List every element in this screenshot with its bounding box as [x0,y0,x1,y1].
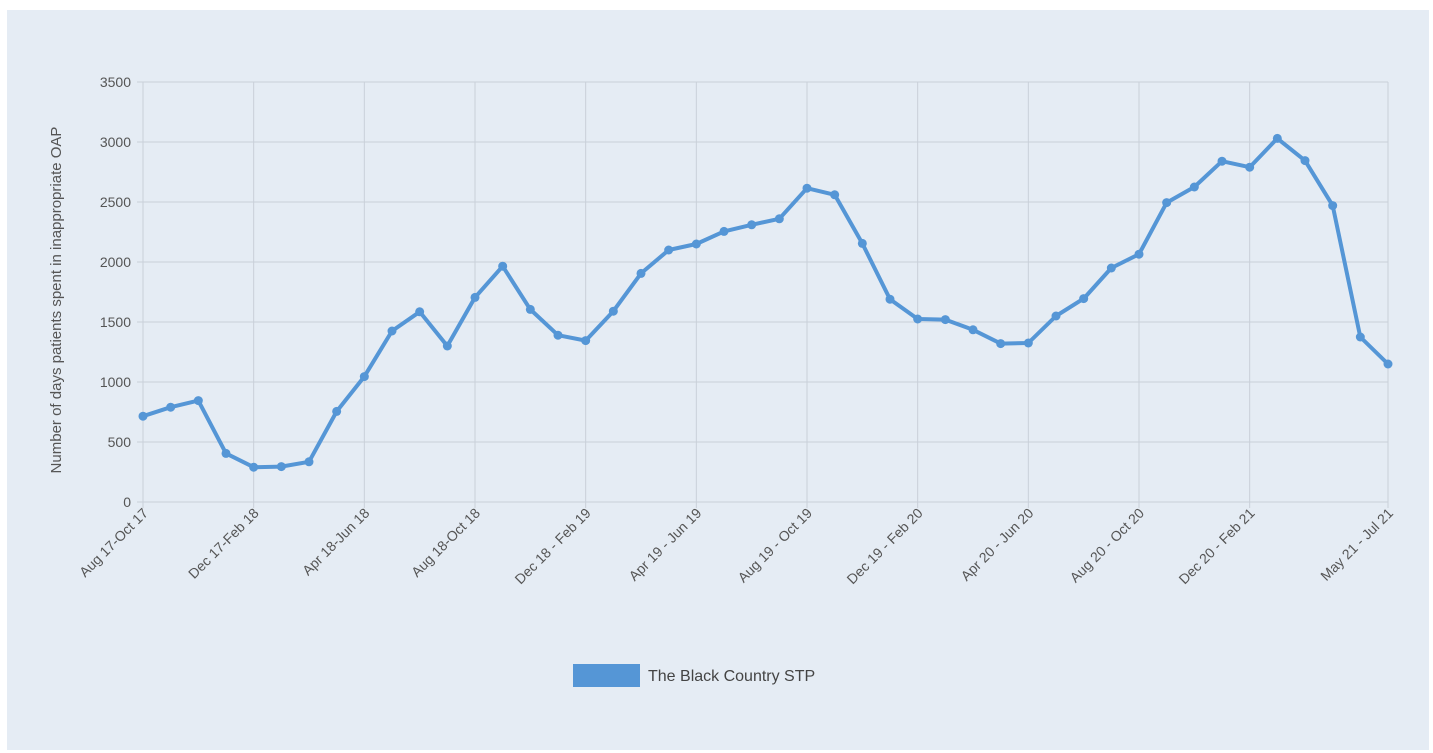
series-layer [138,133,1393,472]
data-point[interactable] [1383,359,1393,369]
data-point[interactable] [664,245,674,255]
data-point[interactable] [940,315,950,325]
data-point[interactable] [802,183,812,193]
data-point[interactable] [387,326,397,336]
data-point[interactable] [1328,201,1338,211]
data-point[interactable] [1134,249,1144,259]
data-point[interactable] [359,372,369,382]
y-tick-label: 1500 [100,314,131,330]
data-point[interactable] [1189,182,1199,192]
legend-swatch[interactable] [573,664,640,687]
x-tick-label: Dec 17-Feb 18 [185,505,262,582]
data-point[interactable] [221,448,231,458]
line-chart: 0 500 1000 1500 2000 2500 3000 3500 Aug 17-Oct … [48,74,1396,687]
x-axis-ticks: Aug 17-Oct 17 Dec 17-Feb 18 Apr 18-Jun 18 A… [76,505,1396,587]
y-axis-ticks: 0 500 1000 1500 2000 2500 3000 3500 [100,74,131,510]
data-point[interactable] [691,239,701,249]
data-point[interactable] [1272,133,1282,143]
x-tick-label: Dec 18 - Feb 19 [511,505,593,587]
y-tick-label: 3000 [100,134,131,150]
y-tick-label: 2000 [100,254,131,270]
x-tick-label: Aug 19 - Oct 19 [734,505,815,586]
data-point[interactable] [498,261,508,271]
data-point[interactable] [304,457,314,467]
data-point[interactable] [249,462,259,472]
data-point[interactable] [913,314,923,324]
data-point[interactable] [1245,162,1255,172]
x-tick-label: Dec 19 - Feb 20 [843,505,925,587]
x-tick-label: Dec 20 - Feb 21 [1175,505,1257,587]
data-point[interactable] [1217,156,1227,166]
y-tick-label: 0 [123,494,131,510]
data-point[interactable] [830,190,840,200]
data-point[interactable] [636,268,646,278]
data-point[interactable] [996,339,1006,349]
y-axis-label: Number of days patients spent in inappro… [48,127,65,474]
data-point[interactable] [608,306,618,316]
data-point[interactable] [1300,156,1310,166]
x-tick-label: Apr 20 - Jun 20 [957,505,1036,584]
series-line [142,136,1390,470]
x-tick-label: Aug 20 - Oct 20 [1066,505,1147,586]
data-point[interactable] [1023,338,1033,348]
data-point[interactable] [1106,263,1116,273]
data-point[interactable] [276,462,286,472]
data-point[interactable] [1355,332,1365,342]
data-point[interactable] [166,402,176,412]
data-point[interactable] [857,238,867,248]
data-point[interactable] [138,411,148,421]
y-tick-label: 500 [108,434,132,450]
chart-panel: 0 500 1000 1500 2000 2500 3000 3500 Aug 17-Oct … [7,10,1429,750]
legend-label[interactable]: The Black Country STP [648,668,815,685]
data-point[interactable] [553,330,563,340]
data-point[interactable] [193,396,203,406]
data-point[interactable] [968,325,978,335]
legend[interactable]: The Black Country STP [573,664,815,687]
x-tick-label: Aug 18-Oct 18 [408,505,483,580]
grid [137,81,1389,508]
data-point[interactable] [332,406,342,416]
data-point[interactable] [415,307,425,317]
data-point[interactable] [747,220,757,230]
data-point[interactable] [1051,311,1061,321]
data-point[interactable] [719,226,729,236]
data-point[interactable] [442,341,452,351]
y-tick-label: 2500 [100,194,131,210]
x-tick-label: May 21 - Jul 21 [1317,505,1396,584]
y-tick-label: 1000 [100,374,131,390]
x-tick-label: Apr 19 - Jun 19 [625,505,704,584]
y-tick-label: 3500 [100,74,131,90]
data-point[interactable] [581,336,591,346]
data-point[interactable] [525,304,535,314]
data-point[interactable] [470,292,480,302]
x-tick-label: Apr 18-Jun 18 [299,505,373,579]
data-point[interactable] [1162,198,1172,208]
data-point[interactable] [774,214,784,224]
data-point[interactable] [1079,294,1089,304]
x-tick-label: Aug 17-Oct 17 [76,505,151,580]
data-point[interactable] [885,294,895,304]
